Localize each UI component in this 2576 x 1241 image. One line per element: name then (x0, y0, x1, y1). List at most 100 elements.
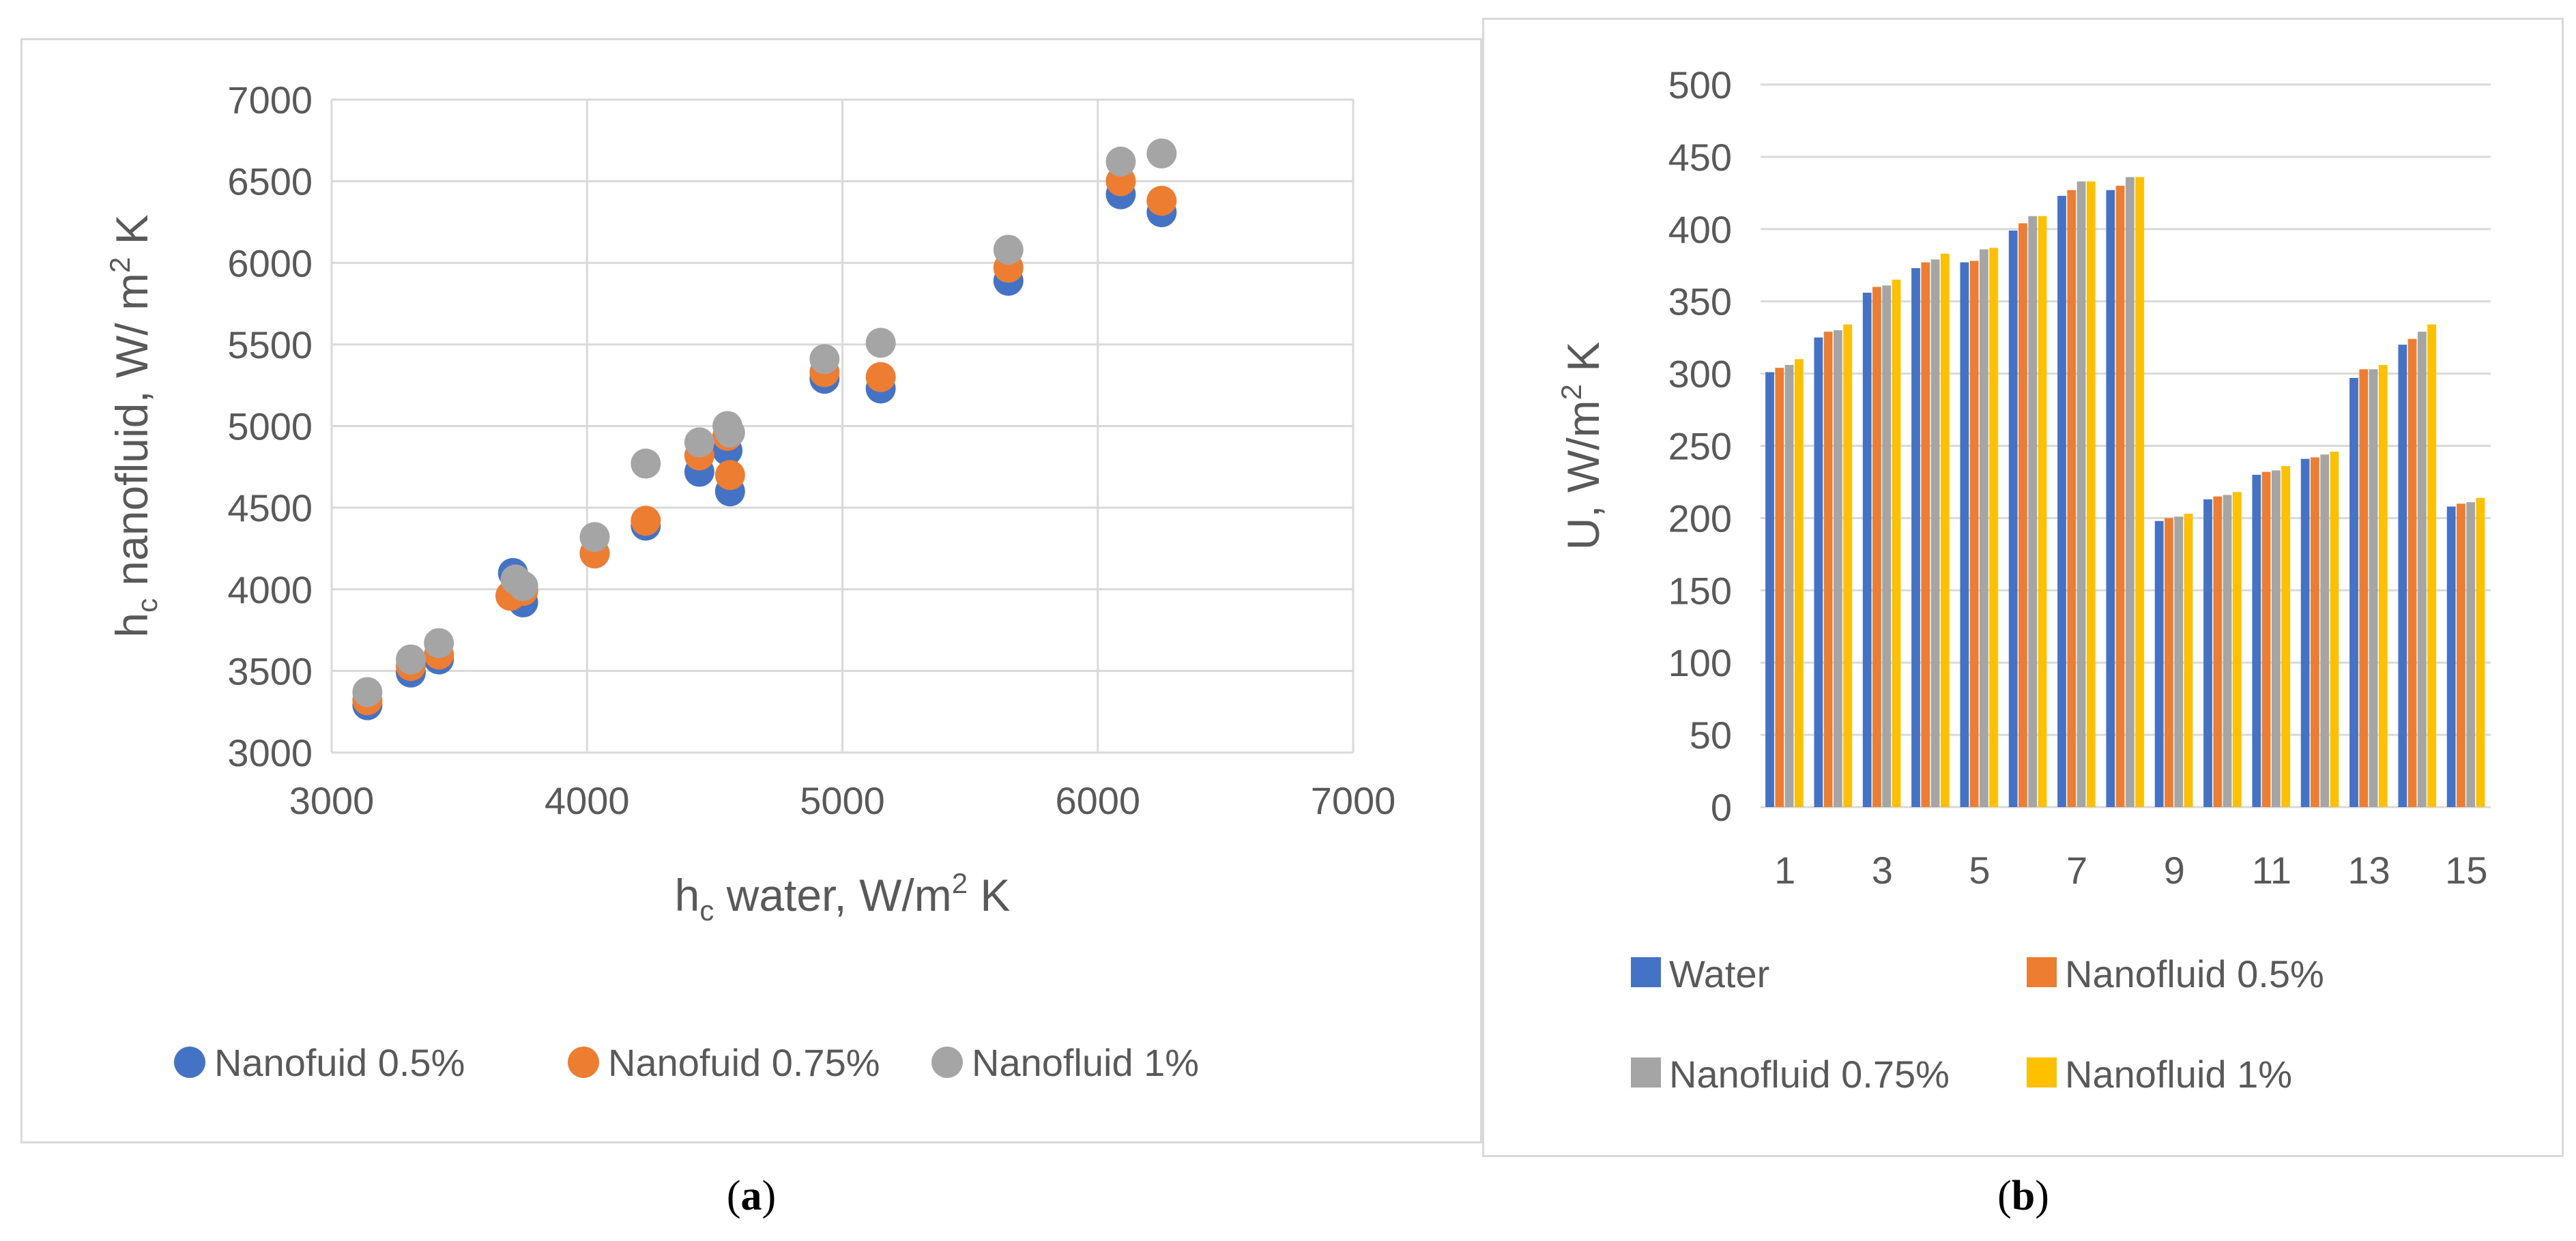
bar-series-1 (1765, 372, 1774, 807)
x-tick-label: 7000 (1311, 779, 1396, 822)
bar-series-2 (1921, 262, 1930, 807)
bar-series-1 (2349, 377, 2358, 807)
x-tick-label: 13 (2348, 849, 2390, 892)
bar-series-4 (1940, 253, 1950, 807)
y-tick-label: 5500 (227, 323, 313, 366)
y-tick-label: 400 (1668, 208, 1732, 251)
legend-item-1: Water (1631, 952, 1769, 995)
legend-marker (931, 1047, 963, 1078)
legend-item-1: Nanofuid 0.5% (174, 1041, 465, 1084)
bar-series-2 (2407, 338, 2417, 807)
legend-swatch (1631, 1057, 1661, 1087)
bar-series-3 (1930, 259, 1940, 807)
legend-label: Nanofluid 0.5% (2065, 952, 2324, 995)
data-point-series-3 (1146, 138, 1177, 169)
y-axis-title: U, W/m2 K (1555, 342, 1608, 551)
x-tick-label: 6000 (1055, 779, 1140, 822)
bar-series-4 (2135, 177, 2145, 807)
x-tick-label: 11 (2252, 849, 2291, 892)
bar-series-4 (1989, 248, 1999, 808)
bar-series-4 (2086, 181, 2096, 807)
bar-series-3 (2418, 332, 2427, 808)
bar-series-1 (2057, 196, 2066, 807)
data-point-series-3 (352, 677, 383, 707)
bar-series-2 (2115, 186, 2125, 807)
bar-series-3 (2174, 516, 2184, 807)
y-tick-label: 150 (1668, 569, 1732, 612)
x-axis-title: hc water, W/m2 K (675, 867, 1011, 926)
legend-label: Nanofuid 0.75% (608, 1041, 880, 1084)
bar-series-1 (1911, 267, 1920, 808)
data-point-series-3 (684, 427, 714, 458)
y-tick-label: 450 (1668, 136, 1732, 179)
y-axis-title: hc nanofluid, W/ m2 K (104, 214, 163, 637)
x-tick-label: 3000 (289, 779, 375, 822)
y-tick-label: 6000 (227, 242, 313, 284)
y-tick-label: 50 (1690, 714, 1732, 757)
bar-series-1 (2446, 506, 2456, 807)
bar-series-3 (2320, 454, 2330, 807)
bar-series-3 (1834, 330, 1842, 807)
bar-series-2 (1969, 261, 1979, 807)
x-tick-label: 1 (1774, 849, 1795, 892)
bar-series-2 (2261, 471, 2271, 807)
bar-series-3 (2272, 470, 2281, 807)
bar-series-3 (2223, 495, 2232, 807)
data-point-series-3 (865, 327, 896, 358)
caption-b: (b) (1997, 1173, 2049, 1219)
bar-series-3 (2466, 502, 2476, 807)
y-tick-label: 5000 (227, 405, 313, 448)
bar-series-4 (2330, 451, 2339, 807)
data-point-series-3 (809, 344, 840, 375)
bar-series-2 (2359, 369, 2369, 807)
data-point-series-3 (1105, 146, 1136, 177)
legend-label: Nanofluid 1% (2065, 1053, 2292, 1096)
data-point-series-3 (631, 448, 661, 479)
y-tick-label: 4500 (227, 486, 313, 529)
bar-series-3 (1784, 364, 1794, 807)
y-tick-label: 6500 (227, 160, 313, 203)
legend-swatch (2027, 957, 2057, 987)
bar-series-3 (1980, 249, 1988, 807)
legend-item-3: Nanofluid 1% (931, 1041, 1199, 1084)
data-point-series-3 (424, 628, 454, 658)
y-tick-label: 3000 (227, 731, 313, 774)
bar-chart-panel: 0 50 100 150 200 250 300 350 400 450 500 1 3 5 7 9 11 13 1… (1482, 18, 2564, 1157)
bar-series-2 (2018, 223, 2027, 807)
x-tick-label: 5 (1969, 849, 1990, 892)
y-tick-label: 200 (1668, 497, 1732, 540)
caption-a-letter: a (740, 1173, 762, 1219)
bar-series-4 (2184, 514, 2193, 807)
bar-series-4 (1843, 324, 1853, 807)
data-point-series-3 (508, 570, 538, 601)
y-tick-label: 500 (1668, 63, 1732, 106)
bar-series-4 (2281, 466, 2291, 807)
bar-series-4 (1892, 279, 1901, 807)
caption-a: (a) (726, 1173, 777, 1219)
legend-label: Nanofluid 1% (972, 1041, 1199, 1084)
legend-item-2: Nanofluid 0.5% (2027, 952, 2324, 995)
bar-series-3 (1882, 285, 1892, 808)
legend-item-4: Nanofluid 1% (2027, 1053, 2292, 1096)
bar-series-4 (2378, 364, 2388, 807)
bar-series-4 (1794, 359, 1804, 807)
bar-series-2 (1823, 332, 1833, 808)
bar-series-1 (2300, 458, 2310, 807)
bar-series-1 (2008, 230, 2018, 808)
legend-label: Nanofuid 0.5% (214, 1041, 465, 1084)
bar-series-1 (2154, 521, 2164, 807)
legend-swatch (1631, 957, 1661, 987)
x-tick-label: 4000 (545, 779, 630, 822)
y-tick-label: 350 (1668, 280, 1732, 323)
scatter-chart-panel: 3000 4000 5000 6000 7000 3000 3500 4000 4500 5000… (20, 38, 1482, 1143)
bar-series-2 (2067, 190, 2076, 807)
bar-series-3 (2076, 181, 2086, 807)
legend-item-2: Nanofuid 0.75% (568, 1041, 880, 1084)
x-tick-label: 3 (1872, 849, 1893, 892)
bar-series-1 (2106, 190, 2115, 807)
legend-label: Water (1669, 952, 1769, 995)
bar-series-1 (2398, 345, 2407, 807)
data-point-series-2 (1146, 186, 1177, 216)
y-tick-label: 300 (1668, 353, 1732, 396)
